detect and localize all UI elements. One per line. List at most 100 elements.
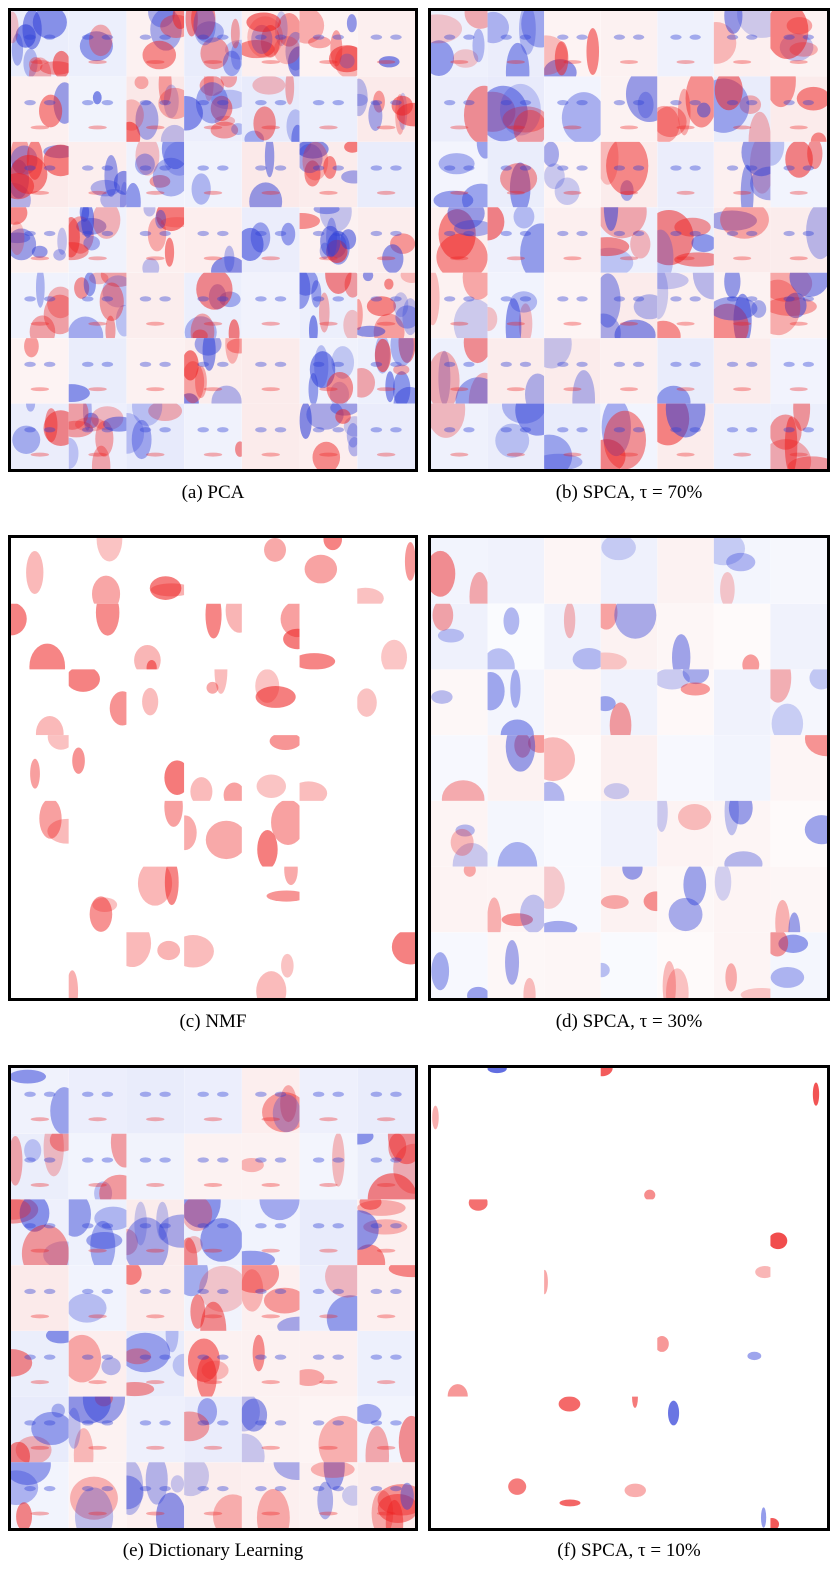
eye bbox=[576, 230, 588, 237]
tile-blob bbox=[431, 403, 466, 438]
mouth bbox=[676, 452, 695, 457]
tile-tint bbox=[184, 11, 242, 77]
tile-blob bbox=[357, 1244, 386, 1266]
tile-tint bbox=[68, 1068, 127, 1134]
face-tile bbox=[68, 1396, 127, 1463]
mouth bbox=[563, 321, 582, 326]
tile-blob bbox=[558, 1396, 581, 1412]
face-tile bbox=[126, 1133, 185, 1200]
tile-blob bbox=[318, 1415, 358, 1463]
eye bbox=[370, 1485, 383, 1492]
face-tile bbox=[184, 1199, 242, 1266]
tile-bg bbox=[357, 1330, 415, 1397]
tile-tint bbox=[770, 932, 827, 998]
mouth bbox=[203, 452, 223, 457]
tile-blob bbox=[202, 338, 216, 371]
tile-tint bbox=[487, 338, 545, 404]
face-tile bbox=[487, 866, 545, 933]
face-tile bbox=[487, 603, 545, 670]
tile-grid bbox=[11, 11, 415, 469]
face-tile bbox=[770, 207, 827, 273]
face-tile bbox=[11, 1265, 69, 1331]
tile-blob bbox=[126, 99, 144, 131]
tile-blob bbox=[184, 95, 203, 131]
tile-blob bbox=[263, 1287, 300, 1314]
eye bbox=[312, 1420, 325, 1426]
tile-blob bbox=[211, 89, 242, 110]
tile-tint bbox=[241, 272, 300, 339]
face-tile bbox=[299, 1462, 358, 1528]
face-tile bbox=[770, 1068, 827, 1134]
tile-blob bbox=[391, 932, 415, 965]
tile-blob bbox=[164, 800, 183, 827]
eye bbox=[24, 1420, 36, 1426]
tile-blob bbox=[73, 1428, 94, 1463]
tile-tint bbox=[126, 338, 185, 404]
eye bbox=[576, 165, 588, 171]
tile-blob bbox=[101, 1357, 121, 1376]
tile-blob bbox=[264, 141, 275, 178]
tile-bg bbox=[357, 669, 415, 736]
tile-blob bbox=[691, 234, 714, 253]
tile-bg bbox=[68, 735, 127, 801]
tile-bg bbox=[68, 1199, 127, 1266]
face-tile bbox=[68, 866, 127, 933]
tile-blob bbox=[714, 76, 743, 111]
tile-blob bbox=[43, 410, 69, 447]
eye bbox=[613, 165, 626, 171]
mouth bbox=[88, 452, 107, 457]
tile-bg bbox=[657, 1462, 714, 1528]
tile-blob bbox=[467, 986, 488, 998]
tile-blob bbox=[244, 130, 265, 142]
tile-blob bbox=[662, 961, 676, 998]
mouth bbox=[319, 321, 338, 326]
tile-tint bbox=[770, 603, 827, 670]
face-tile bbox=[184, 272, 242, 339]
face-tile bbox=[770, 1330, 827, 1397]
tile-blob bbox=[600, 895, 629, 909]
tile-blob bbox=[11, 207, 28, 225]
face-tile bbox=[241, 403, 300, 469]
eye bbox=[557, 296, 569, 302]
eye bbox=[370, 34, 383, 40]
eye bbox=[726, 361, 739, 367]
tile-blob bbox=[299, 403, 312, 440]
mouth bbox=[319, 1380, 338, 1385]
tile-bg bbox=[770, 1330, 827, 1397]
tile-tint bbox=[299, 1199, 358, 1266]
image-panel bbox=[428, 8, 830, 472]
tile-blob bbox=[184, 1265, 209, 1297]
tile-tint bbox=[431, 76, 488, 142]
tile-blob bbox=[785, 141, 813, 178]
face-tile bbox=[11, 272, 69, 339]
tile-blob bbox=[770, 669, 792, 703]
tile-blob bbox=[47, 818, 69, 844]
eye bbox=[783, 361, 795, 367]
tile-bg bbox=[357, 603, 415, 670]
tile-tint bbox=[241, 1330, 300, 1397]
tile-bg bbox=[657, 1199, 714, 1266]
eye bbox=[101, 296, 114, 302]
face-tile bbox=[357, 141, 415, 208]
face-tile bbox=[299, 1068, 358, 1134]
eye bbox=[390, 1420, 402, 1426]
tile-blob bbox=[325, 1265, 358, 1298]
tile-tint bbox=[600, 800, 658, 867]
tile-bg bbox=[544, 1068, 601, 1134]
tile-blob bbox=[740, 987, 771, 998]
tile-bg bbox=[487, 1199, 545, 1266]
eye bbox=[159, 427, 171, 433]
tile-tint bbox=[657, 735, 714, 801]
tile-tint bbox=[487, 932, 545, 998]
face-tile bbox=[11, 338, 69, 404]
eye bbox=[746, 427, 758, 433]
face-tile bbox=[600, 1199, 658, 1266]
eye bbox=[332, 1354, 345, 1360]
face-tile bbox=[126, 1330, 185, 1397]
tile-blob bbox=[287, 46, 300, 77]
face-tile bbox=[126, 403, 185, 469]
tile-tint bbox=[431, 866, 488, 933]
face-tile bbox=[184, 1330, 242, 1397]
tile-blob bbox=[269, 735, 300, 751]
eye bbox=[463, 361, 475, 367]
